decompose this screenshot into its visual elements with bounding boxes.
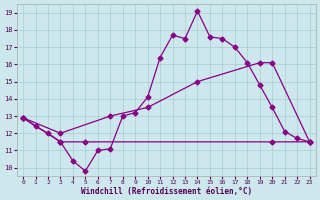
X-axis label: Windchill (Refroidissement éolien,°C): Windchill (Refroidissement éolien,°C) (81, 187, 252, 196)
